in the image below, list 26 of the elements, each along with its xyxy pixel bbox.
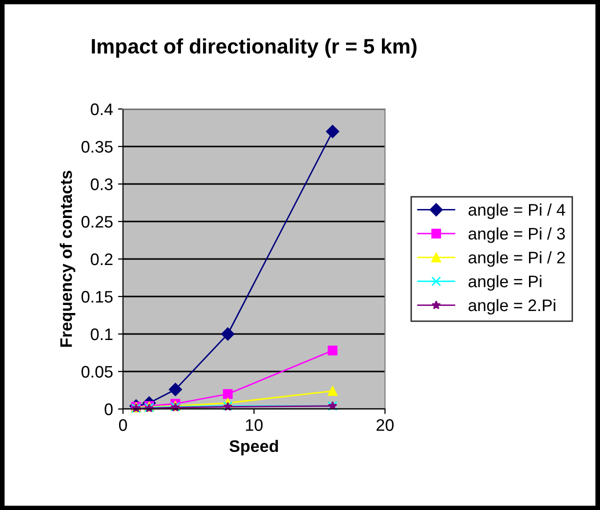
point: [326, 124, 340, 138]
y-tick-label: 0: [104, 403, 113, 416]
y-axis-title: Frequency of contacts: [60, 170, 76, 347]
y-tick-label: 0.35: [81, 140, 113, 153]
y-tick-label: 0.15: [81, 290, 113, 303]
legend-label: angle = Pi / 2: [468, 251, 565, 267]
legend-label: angle = Pi: [468, 275, 542, 291]
y-tick-label: 0.1: [90, 328, 112, 340]
y-tick-label: 0.25: [81, 216, 113, 228]
point: [328, 346, 338, 356]
y-tick-label: 0.2: [90, 253, 112, 266]
legend-label: angle = 2.Pi: [468, 298, 556, 315]
y-tick-label: 0.4: [90, 103, 113, 116]
point: [221, 327, 234, 341]
y-tick-label: 0.05: [81, 366, 113, 378]
x-tick-label: 20: [376, 419, 394, 431]
x-tick-label: 0: [119, 419, 127, 431]
legend-label: angle = Pi / 3: [468, 227, 565, 243]
point: [328, 386, 338, 396]
x-tick-label: 10: [246, 419, 263, 431]
point: [222, 389, 233, 399]
y-tick-label: 0.3: [90, 178, 113, 190]
point: [168, 382, 182, 396]
chart-title: Impact of directionality (r = 5 km): [92, 38, 416, 58]
x-axis-title: Speed: [229, 440, 278, 456]
legend-label: angle = Pi / 4: [468, 203, 566, 220]
